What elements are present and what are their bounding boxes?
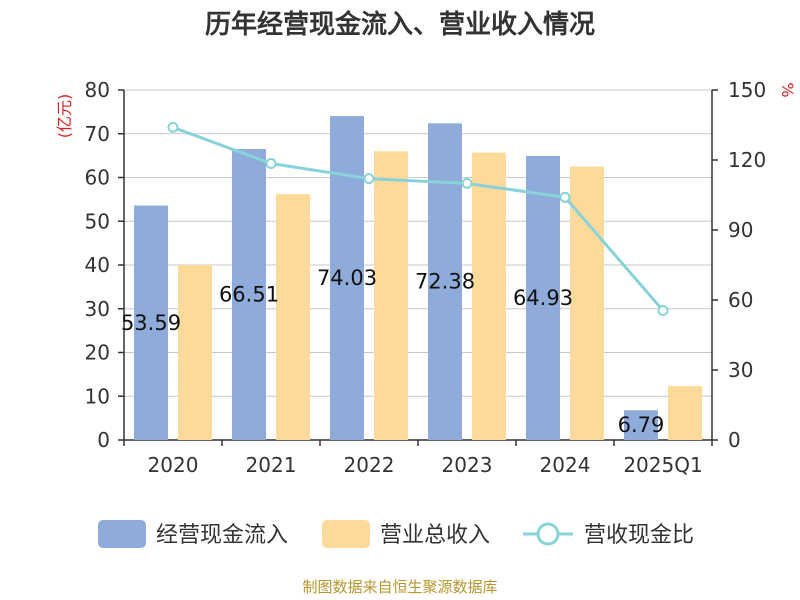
- y-left-tick-label: 30: [85, 297, 110, 321]
- bar-label-cash-inflow-2020: 53.59: [121, 311, 181, 335]
- bar-cash-inflow-2022: [330, 116, 364, 441]
- x-tick-labels: 2020 2021 2022 2023 2024 2025Q1: [148, 453, 703, 477]
- x-tick-label: 2024: [540, 453, 591, 477]
- y-left-tick-label: 40: [85, 253, 110, 277]
- y-right-tick-label: 0: [728, 428, 741, 452]
- bar-revenue-2022: [374, 151, 408, 440]
- y-left-tick-labels: 0 10 20 30 40 50 60 70 80: [85, 78, 110, 452]
- bar-revenue-2023: [472, 152, 506, 440]
- legend: 经营现金流入 营业总收入 营收现金比: [98, 520, 694, 548]
- bars: [134, 116, 702, 441]
- bar-label-cash-inflow-2024: 64.93: [513, 286, 573, 310]
- y-left-tick-label: 80: [85, 78, 110, 102]
- legend-swatch-cash-inflow: [98, 520, 146, 548]
- bar-label-cash-inflow-2025Q1: 6.79: [618, 413, 665, 437]
- legend-swatch-revenue: [322, 520, 370, 548]
- data-source-note: 制图数据来自恒生聚源数据库: [302, 578, 497, 596]
- y-right-tick-label: 90: [728, 218, 753, 242]
- bar-revenue-2020: [178, 265, 212, 440]
- ratio-point-2022: [363, 173, 375, 185]
- y-left-tick-label: 60: [85, 166, 110, 190]
- bar-label-cash-inflow-2023: 72.38: [415, 270, 475, 294]
- legend-marker-ratio: [536, 522, 560, 546]
- ratio-point-2025Q1: [657, 305, 669, 316]
- y-right-tick-label: 60: [728, 288, 753, 312]
- ratio-point-2023: [461, 177, 473, 189]
- y-right-tick-labels: 0 30 60 90 120 150: [728, 78, 766, 452]
- y-left-unit-label: (亿元): [55, 94, 74, 139]
- x-tick-label: 2022: [344, 453, 395, 477]
- gridlines: [118, 89, 718, 441]
- ratio-point-2021: [265, 158, 277, 169]
- ratio-line-path: [172, 125, 665, 312]
- y-left-tick-label: 70: [85, 122, 110, 146]
- bar-cash-inflow-2024: [526, 155, 560, 440]
- legend-label-ratio: 营收现金比: [584, 523, 694, 548]
- bar-label-cash-inflow-2021: 66.51: [219, 283, 279, 307]
- x-tick-label: 2025Q1: [623, 453, 702, 477]
- axes: [123, 90, 713, 446]
- ratio-point-2020: [167, 121, 179, 133]
- ratio-line: [167, 121, 669, 316]
- y-right-tick-label: 150: [728, 78, 766, 102]
- legend-label-revenue: 营业总收入: [380, 523, 490, 548]
- x-tick-label: 2020: [148, 453, 199, 477]
- bar-cash-inflow-2021: [232, 149, 266, 441]
- legend-label-cash-inflow: 经营现金流入: [156, 523, 288, 548]
- bar-cash-inflow-2025Q1: [624, 410, 658, 440]
- chart-title: 历年经营现金流入、营业收入情况: [205, 9, 595, 40]
- y-right-unit-label: %: [778, 82, 797, 97]
- bar-label-cash-inflow-2022: 74.03: [317, 266, 377, 290]
- bar-data-labels: 53.59 66.51 74.03 72.38 64.93 6.79: [121, 266, 664, 437]
- bar-cash-inflow-2020: [134, 205, 168, 440]
- bar-revenue-2024: [570, 166, 604, 440]
- y-right-tick-label: 120: [728, 148, 766, 172]
- x-tick-label: 2021: [246, 453, 297, 477]
- x-tick-label: 2023: [442, 453, 493, 477]
- bar-revenue-2025Q1: [668, 386, 702, 440]
- y-left-tick-label: 20: [85, 341, 110, 365]
- y-left-tick-label: 10: [85, 384, 110, 408]
- bar-cash-inflow-2023: [428, 123, 462, 441]
- bar-revenue-2021: [276, 194, 310, 440]
- y-left-tick-label: 50: [85, 209, 110, 233]
- ratio-point-2024: [559, 191, 571, 203]
- y-left-tick-label: 0: [97, 428, 110, 452]
- y-right-tick-label: 30: [728, 358, 753, 382]
